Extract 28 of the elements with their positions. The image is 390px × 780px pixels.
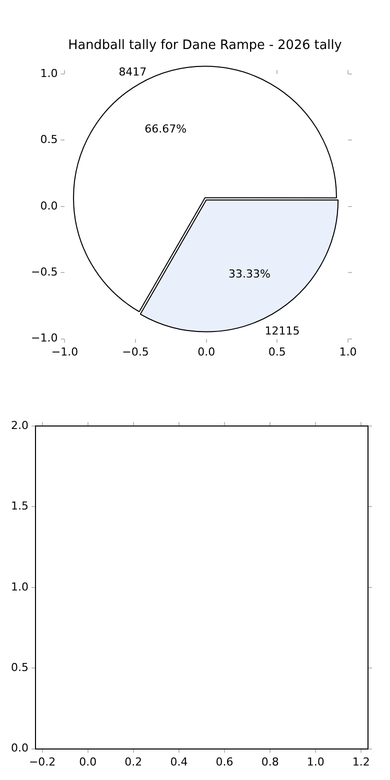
x-tick-label: 0.5	[268, 345, 286, 358]
y-tick-label: 1.0	[40, 66, 58, 80]
x-tick-label: 0.6	[216, 755, 234, 768]
x-tick-label: 1.2	[352, 755, 370, 768]
x-tick-label: 0.8	[261, 755, 279, 768]
y-tick-label: 0.0	[40, 199, 58, 212]
y-tick-label: 0.0	[10, 742, 28, 755]
data-label: 66.67%	[144, 122, 187, 136]
x-tick-label: −1.0	[51, 345, 78, 358]
data-label: 33.33%	[228, 268, 270, 281]
x-tick-label: −0.5	[122, 345, 149, 358]
slice-label: 8417	[118, 65, 147, 78]
chart-title: Handball tally for Dane Rampe - 2026 tally	[68, 38, 342, 54]
y-tick-label: −1.0	[30, 332, 58, 345]
x-tick-label: 0.4	[170, 755, 188, 768]
x-tick-label: −0.2	[28, 755, 56, 768]
y-tick-label: 0.5	[40, 133, 58, 146]
slice-label: 12115	[264, 324, 300, 338]
x-tick-label: 0.0	[79, 755, 97, 768]
y-tick-label: 1.5	[10, 500, 28, 513]
x-tick-label: 1.0	[306, 755, 324, 768]
x-tick-label: 0.0	[198, 345, 216, 358]
y-tick-label: −0.5	[30, 265, 58, 278]
x-tick-label: 1.0	[339, 345, 357, 358]
y-tick-label: 0.5	[10, 660, 28, 674]
x-tick-label: 0.2	[124, 755, 142, 768]
y-tick-label: 1.0	[10, 580, 28, 594]
y-tick-label: 2.0	[10, 418, 28, 432]
